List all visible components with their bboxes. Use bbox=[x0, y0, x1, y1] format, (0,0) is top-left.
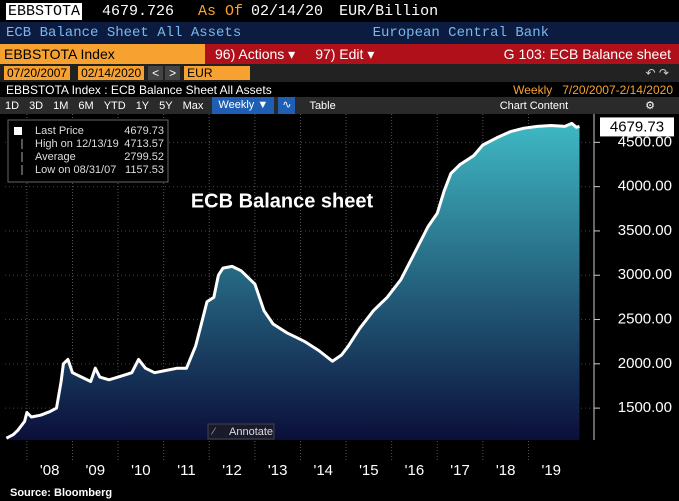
last-value: 4679.73 bbox=[610, 118, 664, 135]
y-tick-label: 2500.00 bbox=[618, 310, 672, 327]
legend-label: Average bbox=[35, 151, 76, 163]
x-tick-label: '16 bbox=[405, 462, 425, 479]
start-date[interactable]: 07/20/2007 bbox=[4, 66, 71, 80]
header-row: EBBSTOTA 4679.726 As Of 02/14/20 EUR/Bil… bbox=[0, 0, 679, 22]
period-button[interactable]: 1D bbox=[5, 99, 20, 112]
frequency: Weekly bbox=[513, 82, 553, 97]
period-button[interactable]: 1M bbox=[53, 99, 69, 112]
legend-box bbox=[7, 119, 169, 183]
x-tick-label: '15 bbox=[359, 462, 379, 479]
x-tick-label: '08 bbox=[40, 462, 60, 479]
y-tick-label: 4000.00 bbox=[618, 178, 672, 195]
legend-value: 4713.57 bbox=[124, 138, 164, 150]
x-tick-label: '19 bbox=[541, 462, 561, 479]
y-tick-label: 1500.00 bbox=[618, 399, 672, 416]
legend-value: 2799.52 bbox=[124, 151, 164, 163]
as-of: 02/14/20 bbox=[251, 2, 324, 20]
annotate-button[interactable] bbox=[207, 423, 275, 440]
end-date[interactable]: 02/14/2020 bbox=[78, 66, 145, 80]
price: 4679.726 bbox=[102, 2, 175, 20]
next-button[interactable]: > bbox=[165, 66, 181, 80]
units: EUR/Billion bbox=[339, 2, 439, 20]
chart-content-button[interactable]: Chart Content bbox=[499, 99, 569, 112]
legend-swatch bbox=[14, 127, 22, 135]
table-button[interactable]: Table bbox=[309, 99, 336, 112]
line bbox=[5, 121, 580, 440]
nav-buttons[interactable]: ↶ ↷ bbox=[645, 66, 669, 80]
y-tick-label: 2000.00 bbox=[618, 355, 672, 372]
period-button[interactable]: YTD bbox=[103, 99, 126, 112]
area bbox=[6, 123, 580, 441]
range: 7/20/2007-2/14/2020 bbox=[562, 82, 673, 97]
annotate-label: Annotate bbox=[229, 426, 273, 438]
annotate-icon: ∕ bbox=[210, 427, 216, 438]
ticker: EBBSTOTA bbox=[6, 2, 83, 20]
caption-row: EBBSTOTA Index : ECB Balance Sheet All A… bbox=[0, 82, 679, 97]
period-button[interactable]: 3D bbox=[29, 99, 44, 112]
source-org: European Central Bank bbox=[372, 25, 549, 41]
last-value-box bbox=[600, 117, 674, 137]
y-tick-label: 3500.00 bbox=[618, 222, 672, 239]
legend-value: 1157.53 bbox=[125, 164, 164, 176]
period-button[interactable]: Max bbox=[182, 99, 204, 112]
legend-label: Low on 08/31/07 bbox=[35, 164, 116, 176]
x-tick-label: '14 bbox=[313, 462, 333, 479]
x-tick-label: '12 bbox=[222, 462, 242, 479]
chart: '08 '09 '10 '11 '12 '13 '14 '15 '16 '17 '18 '19 1500… bbox=[5, 114, 674, 499]
settings-icon[interactable]: ⚙ bbox=[645, 100, 655, 112]
y-tick-label: 4500.00 bbox=[618, 133, 672, 150]
x-tick-label: '13 bbox=[268, 462, 288, 479]
period-button[interactable]: 5Y bbox=[159, 99, 173, 112]
chart-caption: EBBSTOTA Index : ECB Balance Sheet All A… bbox=[6, 82, 272, 97]
security[interactable]: EBBSTOTA Index bbox=[0, 44, 205, 64]
x-tick-label: '17 bbox=[450, 462, 470, 479]
source: Source: Bloomberg bbox=[10, 487, 112, 499]
period-buttons: 1D 3D 1M 6M YTD 1Y 5Y Max bbox=[0, 100, 208, 112]
legend-label: Last Price bbox=[35, 125, 84, 137]
x-tick-label: '10 bbox=[131, 462, 151, 479]
edit-menu[interactable]: 97) Edit ▾ bbox=[315, 45, 375, 62]
chart-title: ECB Balance sheet bbox=[191, 190, 374, 212]
x-tick-label: '11 bbox=[177, 462, 195, 479]
actions-menu[interactable]: 96) Actions ▾ bbox=[215, 45, 296, 62]
currency[interactable]: EUR bbox=[184, 66, 251, 80]
date-row: 07/20/2007 02/14/2020 < > EUR ↶ ↷ bbox=[0, 64, 679, 82]
prev-button[interactable]: < bbox=[148, 66, 164, 80]
frequency-button[interactable]: Weekly ▼ bbox=[212, 97, 275, 114]
legend-label: High on 12/13/19 bbox=[35, 138, 119, 150]
y-tick-label: 3000.00 bbox=[618, 266, 672, 283]
x-tick-label: '18 bbox=[496, 462, 516, 479]
chart-icon[interactable]: ∿ bbox=[278, 97, 296, 114]
description-row: ECB Balance Sheet All Assets European Ce… bbox=[0, 22, 679, 44]
description: ECB Balance Sheet All Assets bbox=[6, 25, 242, 41]
command-row: EBBSTOTA Index 96) Actions ▾ 97) Edit ▾ … bbox=[0, 44, 679, 64]
x-tick-label: '09 bbox=[85, 462, 105, 479]
period-button[interactable]: 6M bbox=[78, 99, 94, 112]
toolbar: 1D 3D 1M 6M YTD 1Y 5Y Max Weekly ▼ ∿ Table Char… bbox=[0, 97, 679, 114]
as-of-label: As Of bbox=[198, 2, 244, 20]
period-button[interactable]: 1Y bbox=[135, 99, 150, 112]
legend-value: 4679.73 bbox=[124, 125, 164, 137]
page-title: G 103: ECB Balance sheet bbox=[503, 46, 671, 62]
